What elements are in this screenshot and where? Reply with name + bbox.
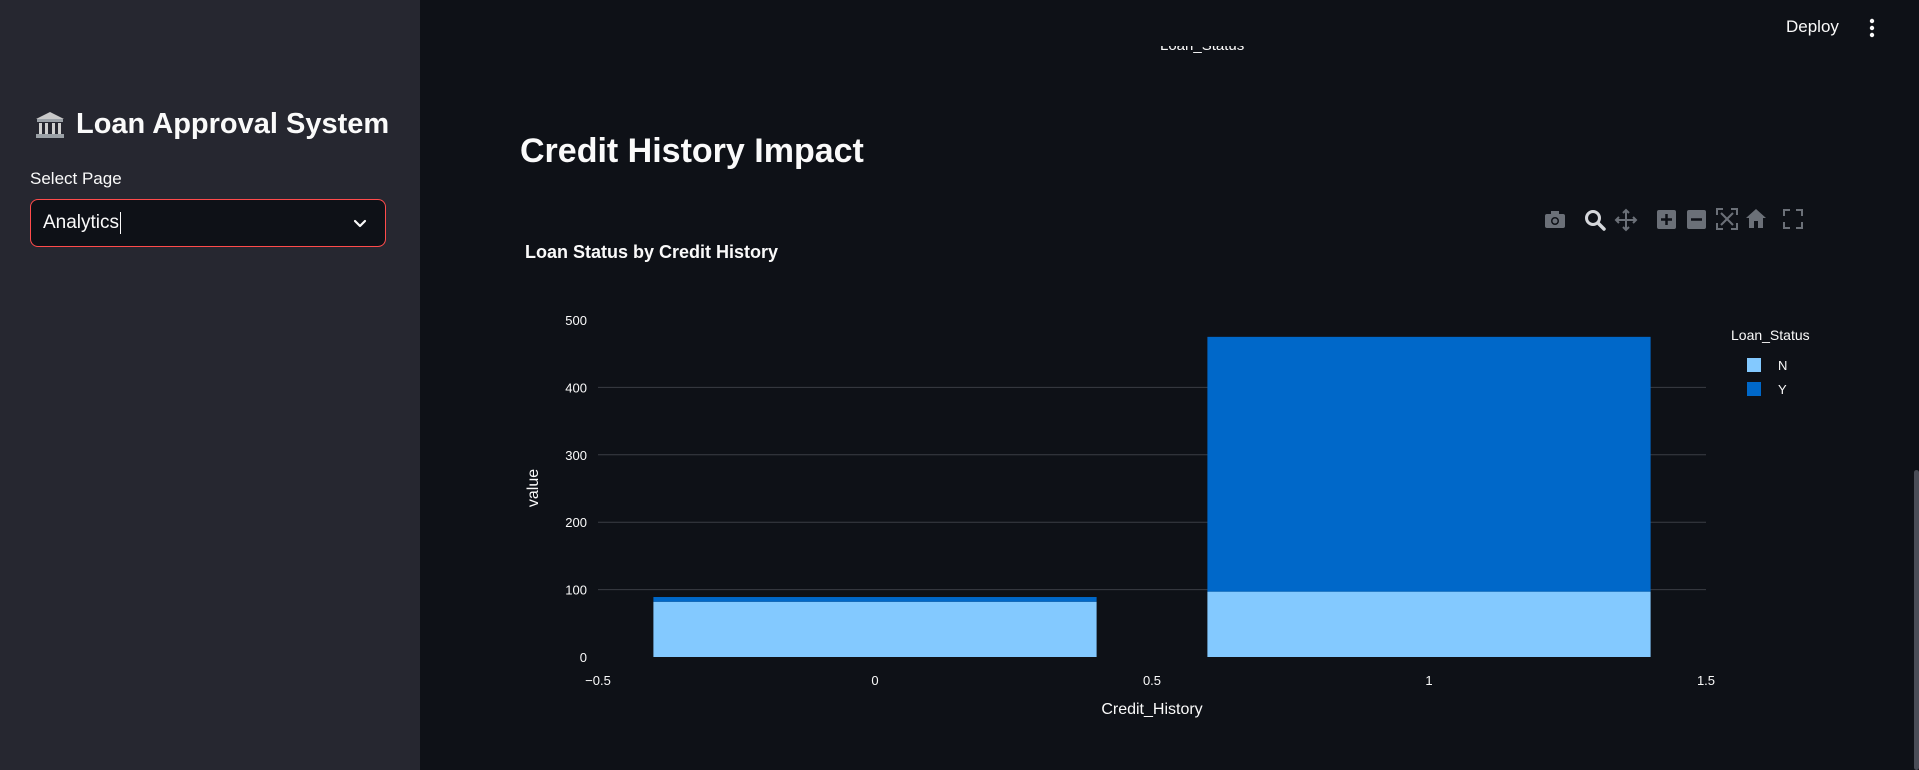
chevron-down-icon [353, 219, 367, 228]
legend-item-N[interactable]: N [1747, 358, 1787, 373]
x-tick-label: 1 [1425, 673, 1432, 688]
bar-N-0[interactable] [653, 601, 1097, 657]
autoscale-icon[interactable] [1716, 208, 1738, 230]
bank-icon [36, 111, 64, 138]
x-tick-label: 0 [871, 673, 878, 688]
fullscreen-icon[interactable] [1783, 209, 1803, 229]
zoom-icon[interactable] [1585, 210, 1606, 231]
legend-item-Y[interactable]: Y [1747, 382, 1787, 397]
legend-label: N [1778, 358, 1787, 373]
chart-modebar [1545, 208, 1803, 232]
cut-off-axis-label: Loan_Status [1160, 46, 1244, 62]
y-tick-label: 200 [565, 515, 587, 530]
reset-axes-icon[interactable] [1746, 209, 1766, 228]
select-page-label: Select Page [30, 169, 122, 188]
bar-Y-0[interactable] [653, 597, 1097, 602]
y-tick-label: 0 [580, 650, 587, 665]
camera-icon[interactable] [1545, 211, 1565, 228]
y-tick-label: 500 [565, 313, 587, 328]
bar-N-1[interactable] [1207, 591, 1651, 657]
chart-legend: Loan_Status NY [1731, 327, 1810, 397]
deploy-button[interactable]: Deploy [1786, 17, 1839, 36]
legend-label: Y [1778, 382, 1787, 397]
x-tick-label: −0.5 [585, 673, 611, 688]
x-tick-label: 1.5 [1697, 673, 1715, 688]
x-axis-ticks: −0.5 0 0.5 1 1.5 [585, 673, 1715, 688]
pan-icon[interactable] [1614, 208, 1638, 232]
app-title: Loan Approval System [34, 108, 389, 141]
y-tick-label: 100 [565, 583, 587, 598]
x-tick-label: 0.5 [1143, 673, 1161, 688]
y-tick-label: 400 [565, 380, 587, 395]
chart-bars [653, 336, 1651, 657]
chart-title: Loan Status by Credit History [525, 242, 778, 262]
zoom-in-icon[interactable] [1657, 210, 1676, 229]
x-axis-label: Credit_History [1101, 701, 1202, 718]
sidebar: Loan Approval System Select Page Analyti… [0, 0, 420, 770]
legend-title: Loan_Status [1731, 327, 1810, 343]
scrollbar-thumb[interactable] [1914, 470, 1919, 770]
legend-swatch [1747, 358, 1761, 372]
page-select-value: Analytics [43, 212, 122, 234]
section-title: Credit History Impact [520, 132, 864, 170]
zoom-out-icon[interactable] [1687, 210, 1706, 229]
bar-Y-1[interactable] [1207, 336, 1651, 592]
app-title-text: Loan Approval System [76, 108, 390, 140]
y-axis-ticks: 0 100 200 300 400 500 [565, 313, 587, 665]
y-axis-label: value [525, 469, 542, 507]
legend-swatch [1747, 382, 1761, 396]
kebab-menu-icon[interactable] [1864, 17, 1880, 39]
page-select[interactable]: Analytics [30, 199, 386, 247]
y-tick-label: 300 [565, 448, 587, 463]
